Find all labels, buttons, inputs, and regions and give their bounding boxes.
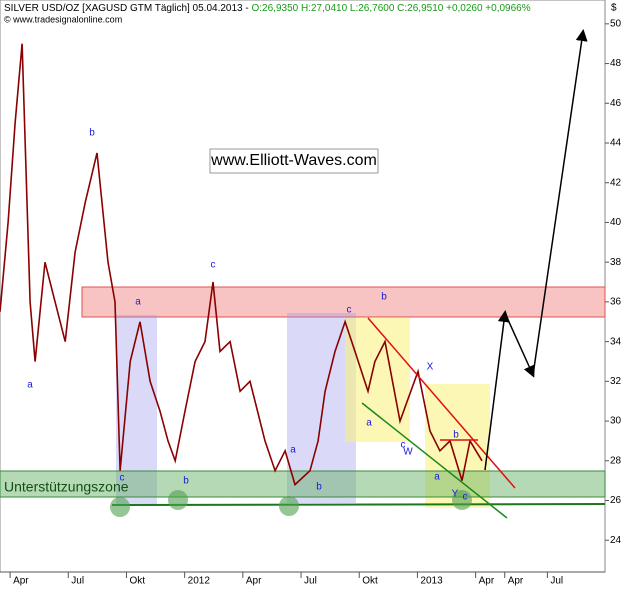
- y-tick-label: 48: [610, 58, 622, 69]
- resistance-zone: [81, 286, 606, 318]
- wave-label: b: [453, 430, 459, 441]
- marker-circle: [279, 496, 299, 516]
- title: SILVER USD/OZ [XAGUSD GTM Täglich] 05.04…: [4, 3, 252, 14]
- projection-arrow: [484, 310, 510, 471]
- x-tick-label: Jul: [71, 576, 84, 587]
- wave-label: a: [434, 472, 440, 483]
- x-tick-label: 2013: [420, 576, 443, 587]
- y-tick-label: 32: [610, 376, 622, 387]
- ohlc: O:26,9350 H:27,0410 L:26,7600 C:26,9510 …: [252, 3, 531, 14]
- y-tick-label: 36: [610, 297, 622, 308]
- watermark-box: [209, 148, 379, 174]
- wave-label: c: [120, 473, 125, 484]
- subtitle: © www.tradesignalonline.com: [4, 14, 122, 24]
- y-tick-label: 26: [610, 495, 622, 506]
- x-tick-label: Jul: [550, 576, 563, 587]
- wave-label: X: [427, 362, 434, 373]
- x-tick-label: Apr: [508, 576, 524, 587]
- x-tick-label: Okt: [362, 576, 378, 587]
- marker-circle: [452, 490, 472, 510]
- wave-label: b: [183, 476, 189, 487]
- y-tick-label: 24: [610, 535, 622, 546]
- support-line: [111, 503, 606, 506]
- x-tick-label: Jul: [304, 576, 317, 587]
- y-tick-label: 50: [610, 18, 622, 29]
- x-tick-label: Apr: [13, 576, 29, 587]
- wave-label: a: [27, 380, 33, 391]
- y-tick-label: 34: [610, 336, 622, 347]
- projection-arrow: [504, 312, 535, 378]
- wave-label: b: [316, 482, 322, 493]
- x-tick-label: Apr: [479, 576, 495, 587]
- wave-label: c: [401, 440, 406, 451]
- zone-label: Unterstützungszone: [4, 479, 129, 495]
- y-axis-label: $: [611, 3, 617, 14]
- x-tick-label: 2012: [188, 576, 211, 587]
- marker-circle: [110, 497, 130, 517]
- marker-circle: [168, 490, 188, 510]
- y-tick-label: 28: [610, 455, 622, 466]
- projection-arrow: [532, 29, 588, 376]
- blue-zone: [116, 315, 157, 505]
- wave-label: b: [381, 292, 387, 303]
- y-tick-label: 44: [610, 138, 622, 149]
- chart-title: SILVER USD/OZ [XAGUSD GTM Täglich] 05.04…: [4, 3, 531, 14]
- wave-label: c: [211, 260, 216, 271]
- price-line: [0, 43, 483, 487]
- wave-label: a: [290, 445, 296, 456]
- yellow-zone: [345, 318, 410, 442]
- wave-label: c: [347, 305, 352, 316]
- y-tick-label: 30: [610, 416, 622, 427]
- wave-label: c: [463, 492, 468, 503]
- y-tick-label: 38: [610, 257, 622, 268]
- wave-label: a: [366, 418, 372, 429]
- wave-label: b: [89, 128, 95, 139]
- y-tick-label: 42: [610, 177, 622, 188]
- wave-label: W: [403, 447, 413, 458]
- wave-label: a: [135, 297, 141, 308]
- y-tick-label: 46: [610, 98, 622, 109]
- trend-line: [361, 402, 508, 519]
- watermark: www.Elliott-Waves.com: [210, 152, 377, 169]
- trend-line: [367, 317, 516, 489]
- y-tick-label: 40: [610, 217, 622, 228]
- x-tick-label: Okt: [129, 576, 145, 587]
- wave-label: Y: [452, 489, 459, 500]
- x-tick-label: Apr: [246, 576, 262, 587]
- circles: [110, 490, 472, 517]
